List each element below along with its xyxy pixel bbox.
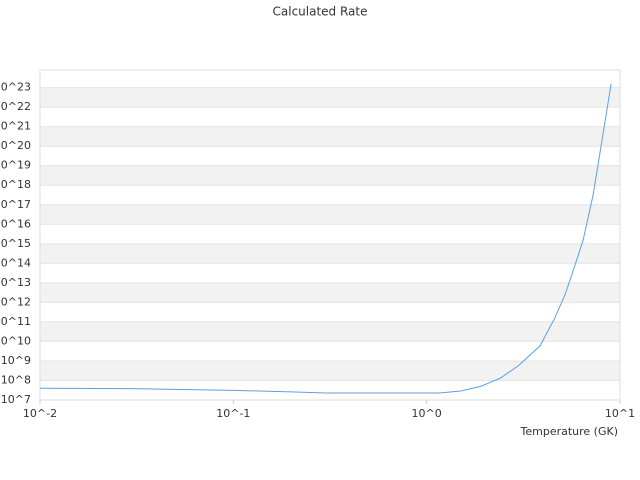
x-tick-label: 10^-1: [216, 407, 250, 420]
grid-band: [40, 87, 620, 108]
chart-title: Calculated Rate: [273, 5, 368, 19]
y-tick-label: 10^21: [0, 120, 31, 133]
y-tick-label: 10^7: [1, 393, 31, 406]
y-tick-label: 10^13: [0, 276, 31, 289]
x-tick-label: 10^1: [605, 407, 635, 420]
grid-band: [40, 321, 620, 342]
y-tick-label: 10^12: [0, 295, 31, 308]
grid-band: [40, 282, 620, 303]
y-tick-label: 10^10: [0, 334, 31, 347]
y-tick-label: 10^16: [0, 217, 31, 230]
x-tick-label: 10^0: [412, 407, 442, 420]
y-tick-label: 10^19: [0, 159, 31, 172]
grid-band: [40, 360, 620, 381]
grid-band: [40, 204, 620, 225]
y-tick-label: 10^20: [0, 139, 31, 152]
y-tick-label: 10^15: [0, 237, 31, 250]
y-tick-label: 10^14: [0, 256, 31, 269]
grid-band: [40, 243, 620, 264]
line-series: [39, 83, 612, 394]
y-tick-label: 10^23: [0, 81, 31, 94]
y-tick-label: 10^17: [0, 198, 31, 211]
grid-band: [40, 126, 620, 147]
grid-band: [40, 165, 620, 186]
y-tick-label: 10^9: [1, 354, 31, 367]
x-axis-label: Temperature (GK): [520, 425, 619, 438]
plot-frame: [39, 69, 621, 401]
x-tick-label: 10^-2: [23, 407, 57, 420]
y-tick-label: 10^8: [1, 373, 31, 386]
y-tick-label: 10^22: [0, 100, 31, 113]
y-tick-label: 10^18: [0, 178, 31, 191]
y-tick-label: 10^11: [0, 315, 31, 328]
